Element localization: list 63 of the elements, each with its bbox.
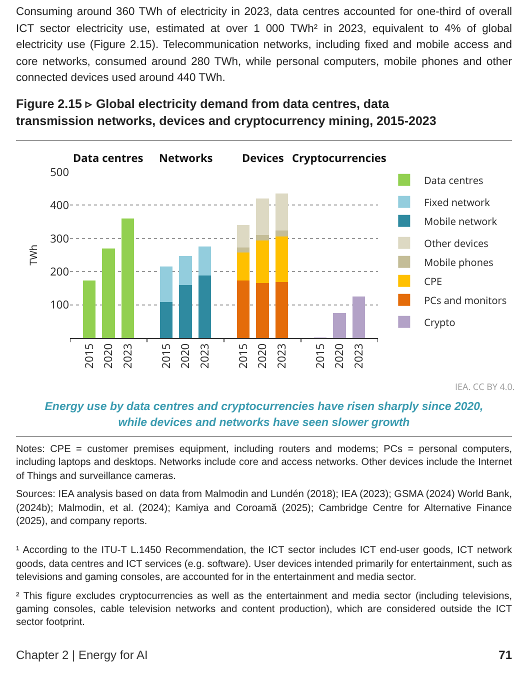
y-tick-label: 200 xyxy=(50,264,69,280)
text: Devices xyxy=(242,151,284,166)
chart-title: Figure 2.15 ▹ Global electricity demand from data centres, data transmission networks, devices and cryptocurrency mining, 2015-2023 xyxy=(16,96,438,130)
text: Chapter 2 | Energy for AI xyxy=(16,648,148,662)
legend-label: Other devices xyxy=(424,236,489,250)
legend-label: Mobile phones xyxy=(424,254,494,269)
bar xyxy=(198,246,212,276)
source-note: Sources: IEA analysis based on data from Malmodin and Lundén (2018); IEA (2023); GSMA (2024) World Bank, (2024b); Malmodin, et al. (2024); Kamiya and Coroamă (2025); Cambridge Centre for Alternative Finance (2025), and company reports. xyxy=(16,488,512,528)
bar xyxy=(333,313,346,338)
legend-label: Fixed network xyxy=(424,194,491,209)
legend-label: Data centres xyxy=(424,172,484,187)
bar xyxy=(256,234,269,240)
y-tick-label: 400 xyxy=(50,198,69,214)
y-axis-title: TWh xyxy=(26,244,40,266)
bar xyxy=(82,280,96,338)
bar xyxy=(160,302,173,338)
x-tick-label: 2023 xyxy=(351,343,366,369)
bar xyxy=(198,275,212,338)
x-tick-label: 2020 xyxy=(332,343,348,369)
bar xyxy=(236,247,250,252)
y-tick-label: 500 xyxy=(50,164,69,180)
bar xyxy=(236,224,250,248)
text: ¹ According to the ITU-T L.1450 Recommendation, the ICT sector includes ICT end-user goods, ICT network goods, data centres and ICT services (e.g. software). User devices intended primarily for entertainment, such as televisions and gaming consoles, are accounted for in the entertainment and media sector. xyxy=(16,544,512,585)
text: Data centres xyxy=(73,151,144,166)
x-tick-label: 2020 xyxy=(101,343,116,369)
bar xyxy=(275,236,288,282)
x-tick-label: 2023 xyxy=(274,343,290,369)
bar xyxy=(275,282,288,338)
x-tick-label: 2023 xyxy=(120,343,136,369)
bar xyxy=(179,256,192,285)
legend-label: Mobile network xyxy=(424,214,498,228)
bar xyxy=(160,266,173,302)
text: Energy use by data centres and cryptocurrencies have risen sharply since 2020, while devices and networks have seen slower growth xyxy=(44,400,484,431)
x-tick-label: 2015 xyxy=(82,343,97,369)
x-tick-label: 2015 xyxy=(236,343,251,369)
bar xyxy=(256,198,269,235)
legend-label: Crypto xyxy=(424,314,456,329)
x-tick-label: 2015 xyxy=(158,343,174,369)
bar xyxy=(236,252,250,281)
bar xyxy=(121,218,134,338)
bar xyxy=(256,282,269,338)
y-tick-label: 100 xyxy=(50,298,69,313)
text: 71 xyxy=(498,648,512,662)
bar xyxy=(352,296,366,338)
text: Consuming around 360 TWh of electricity in 2023, data centres accounted for one-third of overall ICT sector electricity use, estimated at over 1 000 TWh² in 2023, equivalent to 4% of global electricity use (Figure 2.15). Telecommunication networks, including fixed and mobile access and core networks, consumed around 280 TWh, while personal computers, mobile phones and other connected devices used around 440 TWh. xyxy=(16,5,512,86)
text: Networks xyxy=(159,151,214,166)
text: Notes: CPE = customer premises equipment, including routers and modems; PCs = personal computers, including laptops and desktops. Networks include core and access networks. Other devices include the Internet of Things and surveillance cameras. xyxy=(16,443,512,484)
y-tick-label: 300 xyxy=(50,231,69,246)
bar xyxy=(256,240,269,283)
legend-label: CPE xyxy=(424,274,442,288)
x-tick-label: 2023 xyxy=(197,343,212,369)
bar xyxy=(236,280,250,338)
x-tick-label: 2020 xyxy=(255,343,270,369)
text: IEA. CC BY 4.0. xyxy=(455,380,515,393)
x-tick-label: 2020 xyxy=(178,343,194,369)
bar xyxy=(102,248,115,338)
bar xyxy=(179,284,192,338)
text: Cryptocurrencies xyxy=(292,151,387,166)
text: ² This figure excludes cryptocurrencies as well as the entertainment and media sector (including televisions, gaming consoles, cable television networks and content production), which are considered outside the ICT sector footprint. xyxy=(16,590,512,630)
bar xyxy=(275,230,288,237)
legend-label: PCs and monitors xyxy=(424,292,507,307)
bar xyxy=(275,193,288,230)
x-tick-label: 2015 xyxy=(312,343,328,369)
